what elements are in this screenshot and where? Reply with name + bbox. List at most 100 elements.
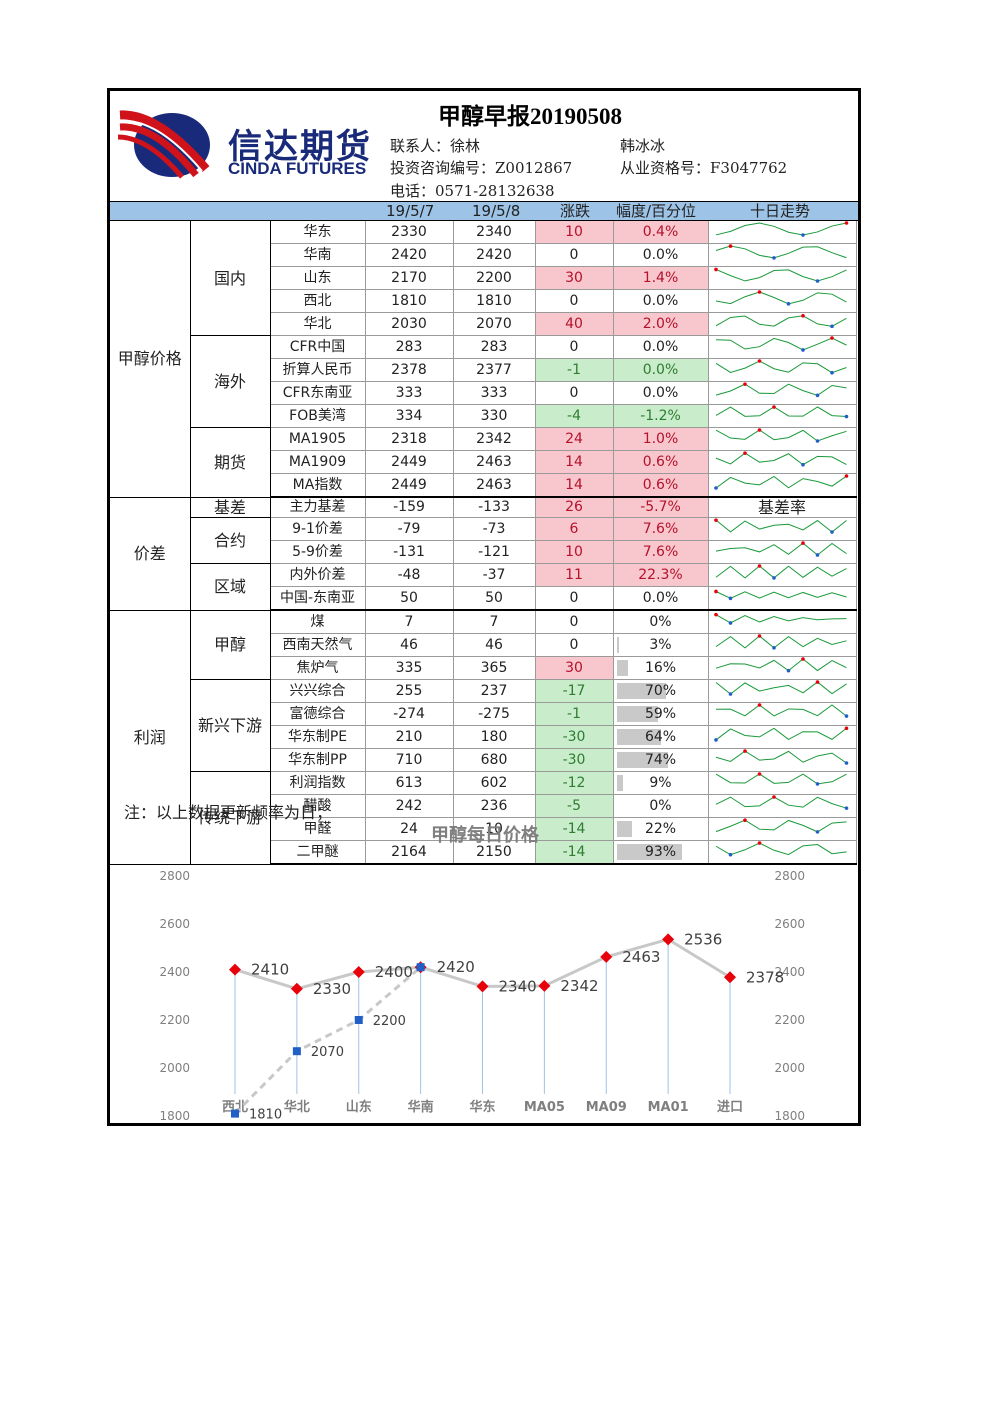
row-name: MA指数 [270, 473, 366, 498]
value-change: -30 [535, 725, 614, 750]
value-date1: 2030 [365, 312, 454, 336]
trend-cell [708, 266, 857, 290]
value-percent: 7.6% [613, 517, 709, 542]
row-name: 焦炉气 [270, 656, 366, 681]
footnote: 注：以上数据更新频率为日； [124, 803, 333, 822]
logo-mark-icon [117, 110, 210, 179]
trend-cell [708, 450, 857, 474]
table-row: 利润 甲醇煤 7 7 0 0% [110, 610, 857, 865]
percentile-bar [616, 683, 666, 700]
x-tick-label: 西北 [222, 1100, 248, 1115]
x-tick-label: 华北 [284, 1099, 310, 1115]
data-point-secondary [292, 1047, 301, 1056]
table-row: 西北 1810 1810 0 0.0% [110, 289, 857, 313]
percentile-text: 59% [644, 705, 677, 722]
x-tick-label: 进口 [717, 1100, 743, 1115]
value-percent: 7.6% [613, 540, 709, 565]
trend-cell [708, 427, 857, 451]
value-date2: 2377 [453, 358, 536, 382]
report-frame: 信达期货 CINDA FUTURES 甲醇早报20190508 联系人：徐林 韩… [107, 88, 861, 1126]
trend-cell [708, 381, 857, 405]
data-label-main: 2400 [375, 963, 413, 981]
y-tick-right: 2800 [774, 869, 805, 883]
trend-sparkline [715, 703, 849, 719]
value-date1: 242 [365, 794, 454, 819]
value-change: 6 [535, 517, 614, 542]
trend-cell [708, 656, 857, 681]
table-row: 折算人民币 2378 2377 -1 0.0% [110, 358, 857, 382]
value-date1: 255 [365, 679, 454, 704]
value-date1: 283 [365, 335, 454, 359]
row-name: 内外价差 [270, 563, 366, 588]
table-row: 价差 基差 主力基差 -159 -133 26 -5.7% 基差率 [110, 496, 857, 611]
trend-cell [708, 517, 857, 542]
table-row: 期货 MA1905 2318 2342 24 1.0% [110, 427, 857, 498]
trend-sparkline [715, 541, 847, 557]
data-point-main [600, 950, 613, 963]
trend-cell [708, 312, 857, 336]
value-date1: 2449 [365, 450, 454, 474]
y-tick-left: 2600 [159, 917, 190, 931]
value-change: -5 [535, 794, 614, 819]
data-label-main: 2536 [684, 930, 722, 948]
value-date1: 7 [365, 610, 454, 635]
value-date1: 613 [365, 771, 454, 796]
y-tick-left: 2200 [159, 1013, 190, 1027]
value-change: -17 [535, 679, 614, 704]
percentile-bar [616, 637, 619, 654]
group-label-spread: 价差 [110, 497, 191, 611]
phone-number: 电话：0571-28132638 [390, 182, 555, 200]
trend-sparkline [714, 613, 847, 625]
col-date2: 19/5/8 [472, 202, 521, 220]
y-tick-right: 2600 [774, 917, 805, 931]
row-name: 华南 [270, 243, 366, 267]
trend-cell [708, 771, 857, 796]
trend-sparkline [715, 795, 849, 811]
table-row: 合约 9-1价差 -79 -73 6 7.6% [110, 517, 857, 565]
value-change: 14 [535, 473, 614, 498]
data-label-main: 2463 [622, 948, 660, 966]
row-name: MA1905 [270, 427, 366, 451]
subgroup-label-contract: 合约 [190, 517, 271, 565]
value-percent: -5.7% [613, 497, 709, 519]
value-date2: 602 [453, 771, 536, 796]
value-date2: 10 [453, 817, 536, 842]
value-date2: 46 [453, 633, 536, 658]
percentile-bar [616, 660, 628, 677]
value-percentile: 22% [613, 817, 709, 842]
row-name: MA1909 [270, 450, 366, 474]
table-row: 西南天然气 46 46 0 3% [110, 633, 857, 658]
percentile-bar [616, 729, 662, 746]
value-date2: 2340 [453, 221, 536, 244]
value-change: 0 [535, 381, 614, 405]
value-change: 0 [535, 586, 614, 612]
value-date2: 330 [453, 404, 536, 428]
percentile-text: 9% [649, 774, 672, 791]
row-name: 甲醛 [270, 817, 366, 842]
data-point-secondary [354, 1016, 363, 1024]
percentile-bar [616, 775, 623, 792]
row-name: 华东制PE [270, 725, 366, 750]
value-date2: 50 [453, 586, 536, 612]
value-change: -14 [535, 817, 614, 842]
group-label-profit: 利润 [110, 610, 191, 865]
table-row: FOB美湾 334 330 -4 -1.2% [110, 404, 857, 428]
contact-second: 韩冰冰 [620, 137, 666, 155]
percentile-text: 74% [644, 751, 677, 768]
value-date2: 333 [453, 381, 536, 405]
trend-sparkline [715, 428, 847, 443]
value-date2: 680 [453, 748, 536, 773]
percentile-bar [616, 706, 658, 723]
x-tick-label: 山东 [346, 1099, 372, 1115]
percentile-bar [616, 752, 669, 769]
percentile-text: 16% [644, 659, 677, 676]
value-change: 0 [535, 633, 614, 658]
trend-cell [708, 473, 857, 498]
value-date1: 335 [365, 656, 454, 681]
table-row: 甲醛 24 10 -14 22% [110, 817, 857, 842]
row-name: 二甲醚 [270, 840, 366, 866]
value-date1: 2330 [365, 221, 454, 244]
value-percentile: 9% [613, 771, 709, 796]
trend-sparkline [715, 221, 849, 237]
